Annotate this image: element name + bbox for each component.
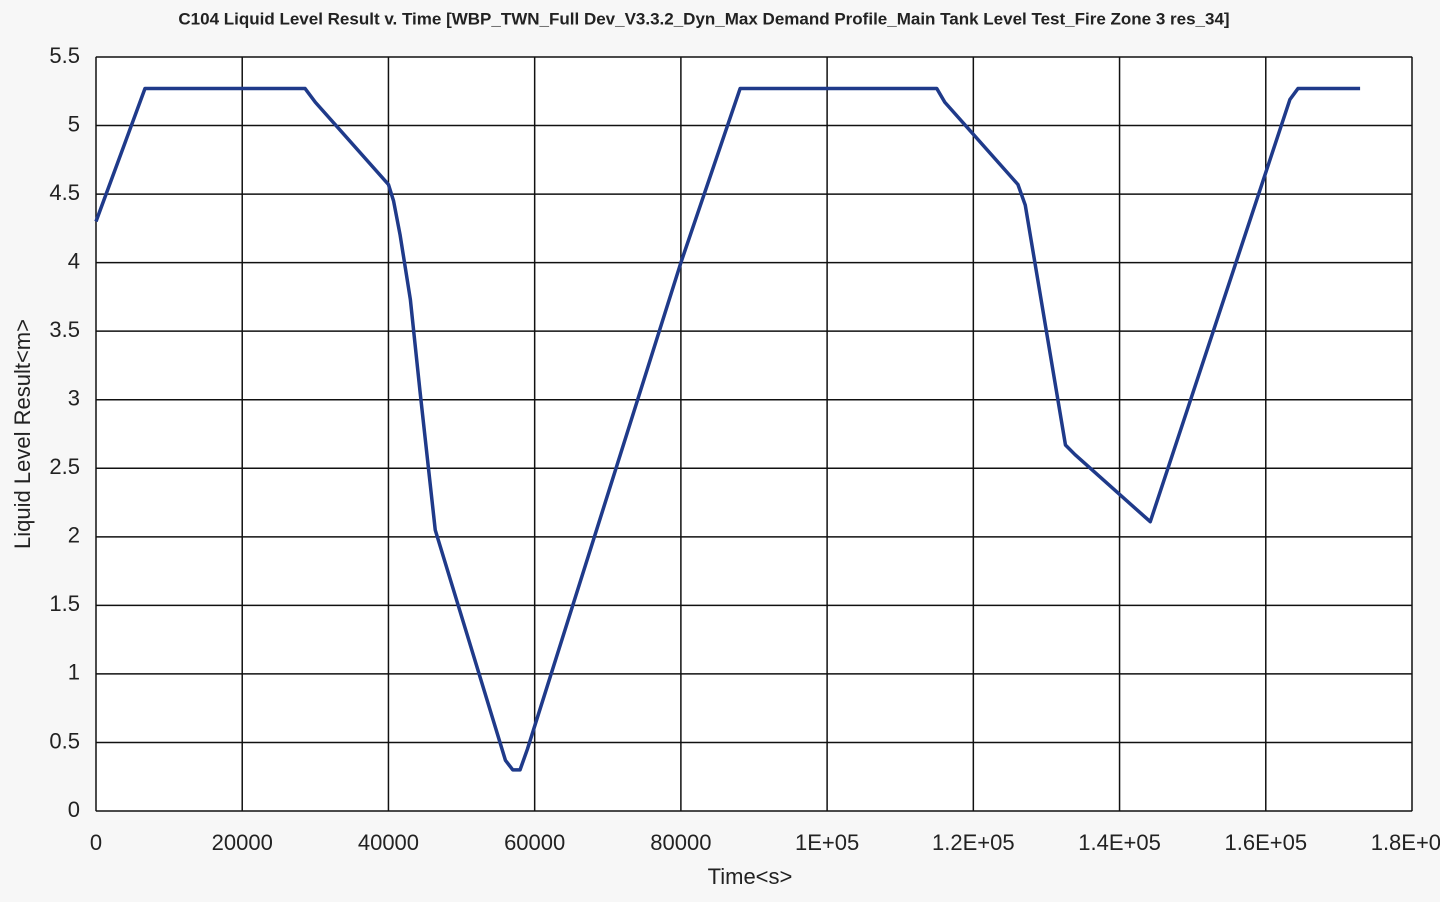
x-tick-label: 1.2E+05	[932, 830, 1015, 855]
y-tick-label: 3	[68, 386, 80, 411]
x-tick-label: 20000	[212, 830, 273, 855]
y-tick-label: 1.5	[49, 591, 80, 616]
y-tick-label: 0.5	[49, 728, 80, 753]
chart-title: C104 Liquid Level Result v. Time [WBP_TW…	[178, 9, 1229, 28]
x-tick-label: 80000	[650, 830, 711, 855]
x-tick-label: 1.4E+05	[1078, 830, 1161, 855]
y-tick-label: 2.5	[49, 454, 80, 479]
x-tick-label: 0	[90, 830, 102, 855]
x-axis-label: Time<s>	[708, 864, 793, 889]
y-tick-label: 3.5	[49, 317, 80, 342]
x-tick-label: 1E+05	[795, 830, 859, 855]
y-axis-label: Liquid Level Result<m>	[10, 319, 35, 549]
y-tick-label: 5.5	[49, 43, 80, 68]
x-tick-label: 1.8E+05	[1371, 830, 1440, 855]
x-tick-label: 60000	[504, 830, 565, 855]
x-tick-label: 40000	[358, 830, 419, 855]
y-tick-label: 5	[68, 111, 80, 136]
x-tick-label: 1.6E+05	[1224, 830, 1307, 855]
y-tick-label: 4	[68, 248, 80, 273]
y-tick-label: 4.5	[49, 180, 80, 205]
data-line	[94, 86, 1361, 772]
y-tick-label: 0	[68, 797, 80, 822]
y-tick-label: 1	[68, 660, 80, 685]
y-tick-label: 2	[68, 523, 80, 548]
plot-area	[95, 56, 1413, 812]
